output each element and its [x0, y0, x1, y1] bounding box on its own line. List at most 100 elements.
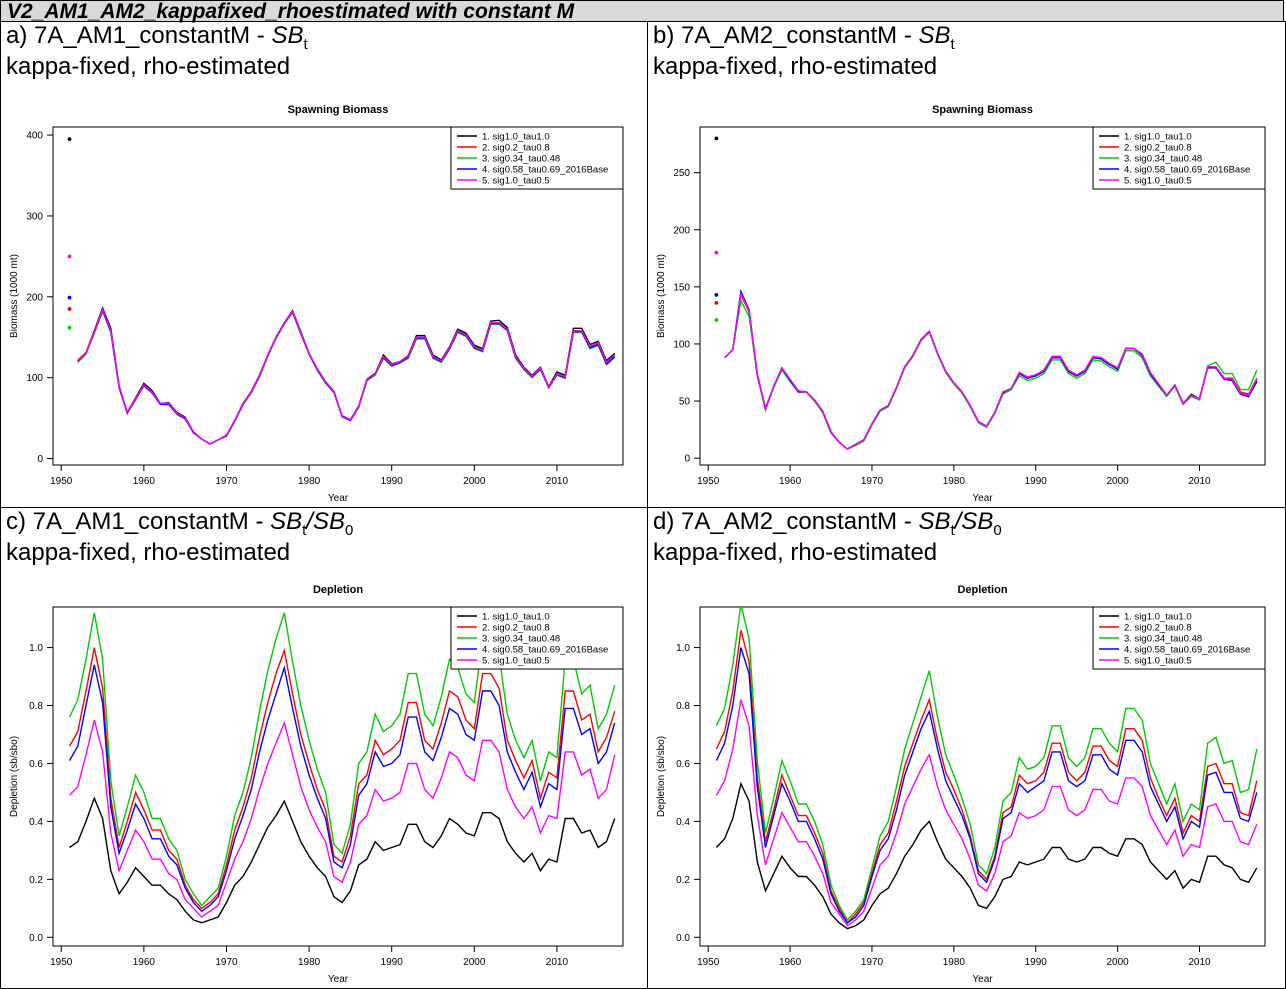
legend-label: 1. sig1.0_tau1.0	[482, 612, 550, 623]
x-tick-label: 2010	[1188, 957, 1211, 968]
panel-d-caption-sub: t	[950, 521, 955, 539]
y-tick-label: 400	[26, 131, 43, 142]
y-tick-label: 0.8	[29, 701, 43, 712]
series-line-4	[68, 664, 616, 913]
series-line-2	[77, 307, 616, 445]
y-tick-label: 0.6	[29, 759, 43, 770]
y-tick-label: 1.0	[676, 643, 690, 654]
panel-a-caption: a) 7A_AM1_constantM - SBt	[6, 22, 308, 59]
chart-title: Spawning Biomass	[288, 104, 389, 116]
y-tick-label: 200	[673, 225, 690, 236]
x-tick-label: 2010	[546, 476, 569, 487]
legend-label: 4. sig0.58_tau0.69_2016Base	[1124, 165, 1250, 176]
legend-label: 1. sig1.0_tau1.0	[1124, 612, 1192, 623]
series-line-2	[715, 630, 1258, 924]
legend-label: 4. sig0.58_tau0.69_2016Base	[482, 645, 608, 656]
series-line-4	[724, 288, 1258, 450]
header-title: V2_AM1_AM2_kappafixed_rhoestimated with …	[7, 0, 575, 23]
series-line-5	[724, 291, 1258, 450]
virgin-point-3	[67, 325, 72, 330]
panel-b-caption-var: SB	[918, 22, 951, 49]
x-tick-label: 1950	[50, 957, 73, 968]
panel-a: a) 7A_AM1_constantM - SBt kappa-fixed, r…	[0, 21, 648, 508]
panel-d-caption-sub2: 0	[993, 521, 1002, 539]
panel-d-subtitle: kappa-fixed, rho-estimated	[653, 539, 938, 566]
y-tick-label: 0.0	[676, 933, 690, 944]
series-line-4	[715, 647, 1258, 924]
panel-c: c) 7A_AM1_constantM - SBt/SB0 kappa-fixe…	[0, 507, 648, 989]
y-tick-label: 100	[673, 339, 690, 350]
series-line-3	[68, 612, 616, 907]
x-tick-label: 1970	[861, 476, 884, 487]
x-axis-label: Year	[328, 493, 349, 504]
x-tick-label: 1950	[50, 476, 73, 487]
plot-frame	[52, 606, 624, 947]
plot-frame	[699, 606, 1266, 947]
x-tick-label: 1990	[1025, 957, 1048, 968]
panel-c-caption-var: SB	[270, 508, 303, 535]
chart-panel-c: Depletion 1950 1960 1970 1980 1990 2000 2010 0.0…	[9, 584, 624, 985]
x-tick-label: 1990	[381, 957, 404, 968]
series-line-5	[715, 699, 1258, 927]
x-tick-label: 1990	[381, 476, 404, 487]
series-line-2	[724, 292, 1258, 450]
x-tick-label: 1970	[215, 957, 238, 968]
plot-frame	[699, 126, 1266, 466]
y-axis-label: Biomass (1000 mt)	[656, 254, 667, 338]
y-tick-label: 0.4	[676, 817, 690, 828]
virgin-point-1	[67, 137, 72, 142]
x-tick-label: 1960	[779, 476, 802, 487]
y-tick-label: 1.0	[29, 643, 43, 654]
x-tick-label: 2000	[1106, 476, 1129, 487]
legend-box	[1092, 126, 1266, 190]
panel-c-caption-sub2: 0	[344, 521, 354, 539]
x-tick-label: 1960	[133, 476, 156, 487]
panel-c-caption-prefix: c) 7A_AM1_constantM -	[6, 508, 271, 535]
y-tick-label: 0	[37, 454, 43, 465]
x-tick-label: 2000	[463, 957, 486, 968]
panel-d-caption-tail: /SB	[954, 508, 994, 535]
panel-a-caption-prefix: a) 7A_AM1_constantM -	[6, 22, 272, 49]
series-line-4	[77, 308, 616, 445]
x-axis-label: Year	[972, 493, 993, 504]
y-tick-label: 150	[673, 282, 690, 293]
x-tick-label: 2010	[1188, 476, 1211, 487]
y-axis-label: Depletion (sb/sbo)	[9, 736, 20, 817]
panel-c-subtitle: kappa-fixed, rho-estimated	[6, 539, 291, 566]
virgin-point-1	[714, 136, 719, 141]
panel-d-caption-prefix: d) 7A_AM2_constantM -	[653, 508, 919, 535]
legend-box	[450, 126, 624, 190]
legend-label: 5. sig1.0_tau0.5	[482, 176, 550, 187]
x-tick-label: 2000	[1106, 957, 1129, 968]
plot-frame	[52, 126, 624, 466]
series-line-3	[77, 309, 616, 445]
panel-a-subtitle: kappa-fixed, rho-estimated	[6, 53, 291, 80]
panel-d-caption: d) 7A_AM2_constantM - SBt/SB0	[653, 508, 1002, 545]
legend-label: 5. sig1.0_tau0.5	[1124, 176, 1192, 187]
legend-label: 4. sig0.58_tau0.69_2016Base	[482, 165, 608, 176]
x-tick-label: 2010	[546, 957, 569, 968]
virgin-point-4	[67, 295, 72, 300]
chart-title: Depletion	[313, 584, 363, 596]
y-tick-label: 50	[679, 397, 691, 408]
legend-label: 2. sig0.2_tau0.8	[1124, 143, 1192, 154]
chart-title: Depletion	[957, 584, 1007, 596]
y-tick-label: 300	[26, 211, 43, 222]
panel-b: b) 7A_AM2_constantM - SBt kappa-fixed, r…	[647, 21, 1286, 508]
x-tick-label: 1980	[298, 476, 321, 487]
panel-d-caption-var: SB	[918, 508, 951, 535]
panel-b-subtitle: kappa-fixed, rho-estimated	[653, 53, 938, 80]
y-tick-label: 200	[26, 292, 43, 303]
y-tick-label: 0	[684, 454, 690, 465]
panel-a-caption-var: SB	[271, 22, 304, 49]
panel-c-caption-tail: /SB	[306, 508, 345, 535]
series-line-5	[68, 719, 616, 918]
legend-label: 3. sig0.34_tau0.48	[482, 634, 560, 645]
chart-panel-d: Depletion 1950 1960 1970 1980 1990 2000 2010 0.0…	[656, 584, 1266, 985]
x-tick-label: 1980	[943, 957, 966, 968]
legend-label: 2. sig0.2_tau0.8	[1124, 623, 1192, 634]
legend-label: 1. sig1.0_tau1.0	[1124, 132, 1192, 143]
legend-label: 3. sig0.34_tau0.48	[1124, 154, 1202, 165]
x-tick-label: 1950	[697, 476, 720, 487]
panel-c-caption-sub: t	[302, 521, 307, 539]
